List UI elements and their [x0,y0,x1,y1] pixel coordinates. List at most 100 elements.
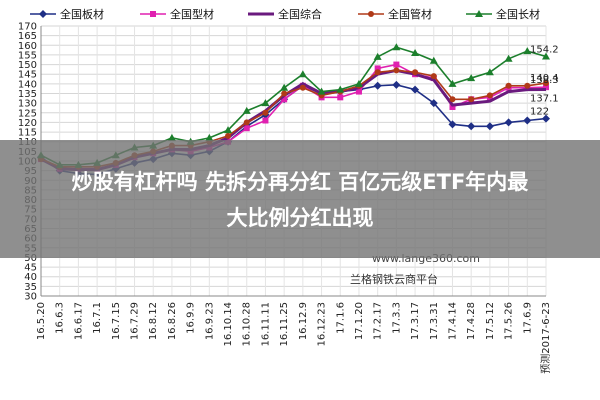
x-tick-label: 17.1.20 [354,302,365,340]
data-point [261,99,270,107]
legend-label: 全国综合 [278,7,322,21]
data-point [354,79,363,87]
y-tick-label: 145 [18,70,37,81]
data-point [299,84,306,91]
legend-marker [39,10,47,18]
x-tick-label: 16.12.9 [298,302,309,340]
data-point [467,74,476,82]
data-point [505,82,512,89]
data-point [262,117,269,124]
y-tick-label: 135 [18,89,37,100]
data-point [524,82,531,89]
legend-label: 全国管材 [388,7,432,21]
y-tick-label: 120 [18,118,37,129]
x-tick-label: 16.10.28 [242,302,253,347]
data-point [485,68,494,76]
data-point [392,43,401,51]
headline-line-2: 大比例分红出现 [226,206,374,230]
y-tick-label: 150 [18,60,37,71]
y-tick-label: 155 [18,50,37,61]
legend: 全国板材 全国型材 全国综合 全国管材 全国长材 [30,7,540,21]
data-point [337,94,344,101]
y-tick-label: 35 [24,282,37,293]
y-tick-label: 165 [18,31,37,42]
y-tick-label: 130 [18,99,37,110]
legend-marker [475,10,483,17]
data-point [429,99,438,108]
legend-item: 全国管材 [358,7,432,21]
legend-label: 全国长材 [496,7,540,21]
legend-label: 全国板材 [60,7,104,21]
y-tick-label: 125 [18,108,37,119]
data-point [543,80,549,87]
x-tick-label: 16.7.1 [92,302,103,334]
x-tick-label: 17.5.26 [504,302,515,340]
x-tick-label: 17.4.28 [466,302,477,340]
data-point [542,52,550,60]
headline-line-1: 炒股有杠杆吗 先拆分再分红 百亿元级ETF年内最 [71,170,529,194]
end-label: 140.4 [530,73,559,84]
data-point [485,122,494,131]
y-tick-label: 140 [18,79,37,90]
x-tick-label: 16.11.25 [279,302,290,347]
x-axis: 16.5.20 16.6.3 16.6.17 16.7.1 16.7.15 16.7.29… [36,295,552,374]
x-tick-label: 16.9.9 [186,302,197,334]
legend-item: 全国长材 [466,7,540,21]
data-point [523,47,532,55]
x-tick-label: 预测2017-6-23 [539,302,552,374]
x-tick-label: 17.1.6 [335,302,346,334]
data-point [374,65,381,72]
data-point [225,132,232,139]
data-point [262,109,269,116]
data-point [298,70,307,78]
data-point [393,61,400,68]
data-point [468,96,475,103]
x-tick-label: 16.10.14 [223,302,234,347]
y-tick-label: 50 [24,253,37,264]
data-point [429,56,438,64]
data-point [373,81,382,90]
data-point [243,119,250,126]
legend-item: 全国综合 [248,7,322,21]
data-point [543,84,549,91]
data-point [448,79,457,87]
x-tick-label: 16.7.29 [130,302,141,340]
legend-marker [150,11,156,17]
end-label: 154.2 [530,44,559,55]
data-point [281,90,288,97]
data-point [374,69,381,76]
x-tick-label: 17.5.12 [485,302,496,340]
y-tick-label: 170 [18,22,37,33]
data-point [167,133,176,141]
data-point [392,80,401,89]
data-point [411,49,420,56]
x-tick-label: 17.4.14 [447,302,458,340]
headline-text[interactable]: 炒股有杠杆吗 先拆分再分红 百亿元级ETF年内最 大比例分红出现 [0,164,600,236]
x-tick-label: 16.11.11 [260,302,271,347]
legend-item: 全国板材 [30,7,104,21]
data-point [224,126,233,134]
x-tick-label: 17.3.3 [391,302,402,334]
x-tick-label: 17.6.9 [522,302,533,334]
x-tick-label: 16.7.15 [111,302,122,340]
data-point [355,88,362,95]
data-point [523,116,532,125]
data-point [393,67,400,74]
legend-item: 全国型材 [140,7,214,21]
x-tick-label: 16.6.3 [55,302,66,334]
data-point [542,114,550,123]
data-point [336,85,345,93]
end-label: 137.1 [530,93,559,104]
y-tick-label: 40 [24,272,37,283]
data-point [373,52,382,60]
x-tick-label: 17.3.31 [429,302,440,340]
data-point [281,96,288,103]
x-tick-label: 17.2.17 [373,302,384,340]
end-label: 138.3 [530,75,559,86]
y-tick-label: 115 [18,128,37,139]
data-point [412,69,419,76]
data-point [317,87,326,95]
data-point [448,120,457,129]
x-tick-label: 16.9.23 [204,302,215,340]
